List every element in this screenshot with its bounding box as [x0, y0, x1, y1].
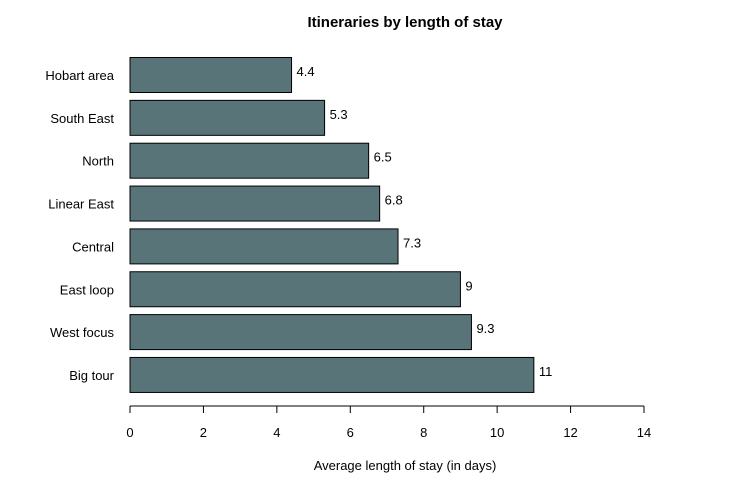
category-label-east-loop: East loop [60, 282, 114, 297]
value-label-big-tour: 11 [539, 364, 553, 379]
category-label-big-tour: Big tour [69, 368, 114, 383]
category-label-south-east: South East [50, 111, 114, 126]
x-tick-label-4: 4 [273, 425, 280, 440]
value-label-north: 6.5 [374, 150, 392, 165]
value-label-west-focus: 9.3 [476, 321, 494, 336]
x-tick-label-2: 2 [200, 425, 207, 440]
bars-group [129, 57, 535, 393]
bar-big-tour [129, 356, 535, 393]
value-label-east-loop: 9 [465, 278, 472, 293]
category-label-linear-east: Linear East [48, 197, 114, 212]
value-label-south-east: 5.3 [330, 107, 348, 122]
category-labels: Hobart area South East North Linear East Cen… [45, 68, 114, 383]
value-label-hobart-area: 4.4 [297, 64, 315, 79]
x-tick-label-12: 12 [563, 425, 577, 440]
bar-central [129, 228, 399, 265]
bar-east-loop [129, 271, 461, 308]
category-label-central: Central [72, 239, 114, 254]
category-label-west-focus: West focus [50, 325, 115, 340]
value-label-central: 7.3 [403, 235, 421, 250]
x-tick-label-0: 0 [126, 425, 133, 440]
x-axis-label: Average length of stay (in days) [314, 458, 497, 473]
chart-title: Itineraries by length of stay [307, 14, 503, 31]
value-labels: 4.4 5.3 6.5 6.8 7.3 9 9.3 11 [297, 64, 553, 379]
bar-north [129, 142, 370, 179]
x-tick-label-14: 14 [637, 425, 651, 440]
bar-hobart-area [129, 57, 293, 93]
x-tick-label-6: 6 [347, 425, 354, 440]
value-label-linear-east: 6.8 [385, 193, 403, 208]
bar-linear-east [129, 185, 381, 222]
x-axis: 0 2 4 6 8 10 12 14 [126, 405, 651, 440]
x-tick-label-10: 10 [490, 425, 504, 440]
x-tick-label-8: 8 [420, 425, 427, 440]
category-label-north: North [82, 154, 114, 169]
category-label-hobart-area: Hobart area [45, 68, 114, 83]
bar-west-focus [129, 314, 472, 351]
bar-south-east [129, 99, 326, 136]
